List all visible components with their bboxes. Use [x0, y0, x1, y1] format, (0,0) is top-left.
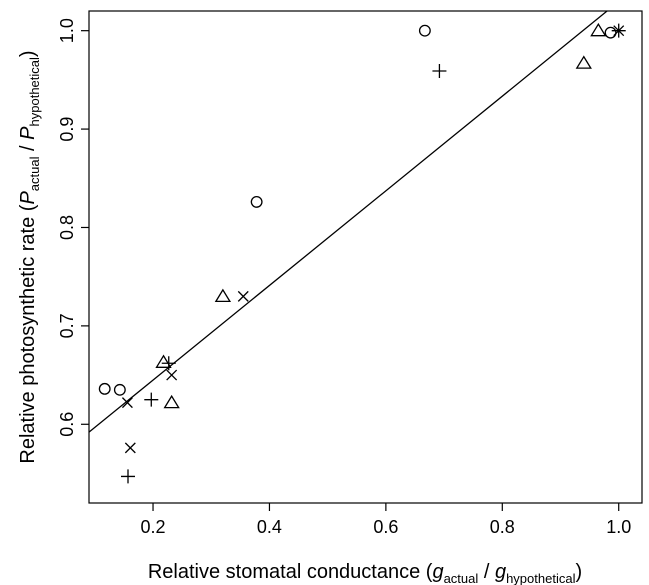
y-tick-label: 1.0 — [57, 18, 77, 43]
cross-point — [613, 25, 625, 37]
plus-point — [121, 469, 136, 484]
triangle-point — [590, 22, 607, 37]
x-axis-label: Relative stomatal conductance (gactual /… — [148, 561, 582, 585]
y-tick-label: 0.9 — [57, 117, 77, 142]
fit-line-group — [88, 10, 608, 433]
circle-point — [418, 24, 431, 37]
plus-point — [432, 64, 447, 79]
triangle-point — [214, 288, 232, 303]
x-tick-label: 0.6 — [373, 517, 398, 537]
y-axis: 0.6 0.7 0.8 0.9 1.0 — [57, 18, 89, 437]
y-tick-label: 0.7 — [57, 313, 77, 338]
x-tick-label: 0.2 — [141, 517, 166, 537]
cross-point — [166, 369, 178, 381]
x-axis: 0.2 0.4 0.6 0.8 1.0 — [141, 503, 631, 537]
cross-point — [124, 442, 136, 454]
circle-point — [98, 382, 111, 395]
y-tick-label: 0.8 — [57, 215, 77, 240]
plot-frame — [88, 10, 643, 504]
data-points — [98, 22, 626, 484]
cross-point — [121, 397, 133, 409]
cross-point — [237, 290, 249, 302]
triangle-point — [163, 394, 180, 409]
circle-point — [113, 383, 126, 396]
triangle-point — [155, 354, 172, 368]
fit-line — [88, 10, 608, 433]
x-tick-label: 0.4 — [257, 517, 282, 537]
x-tick-label: 1.0 — [606, 517, 631, 537]
circle-point — [604, 26, 617, 39]
y-axis-label: Relative photosynthetic rate (Pactual / … — [17, 50, 42, 463]
circle-point — [250, 195, 263, 208]
triangle-point — [575, 55, 592, 69]
plus-point — [161, 356, 176, 371]
x-tick-label: 0.8 — [490, 517, 515, 537]
y-tick-label: 0.6 — [57, 412, 77, 437]
plus-point — [144, 392, 159, 407]
